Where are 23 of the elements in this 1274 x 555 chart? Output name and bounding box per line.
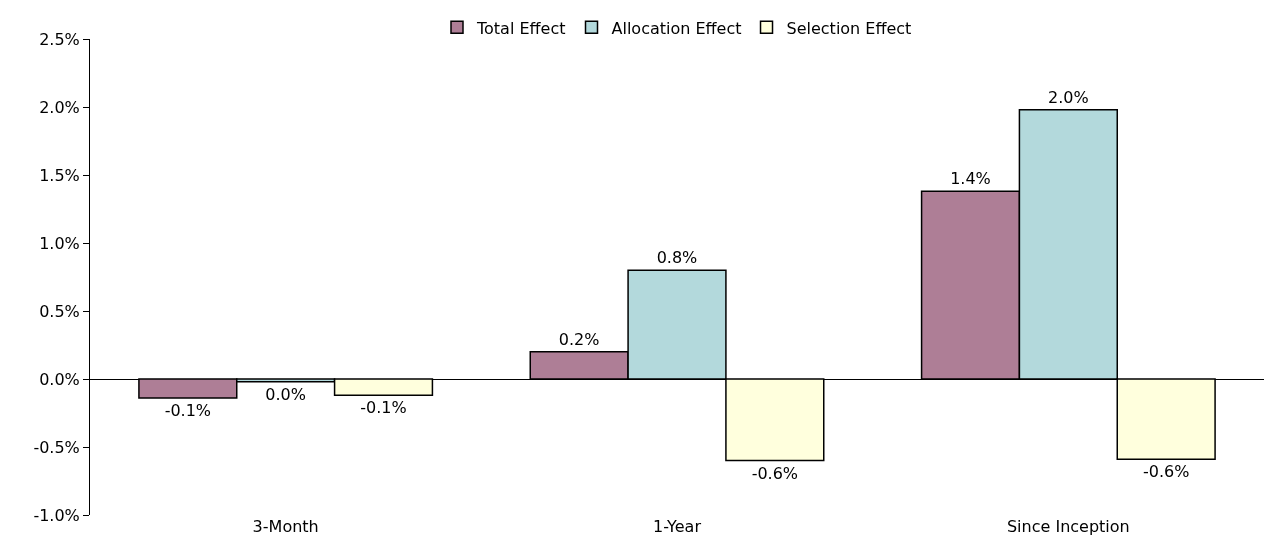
y-tick-label: 1.0% xyxy=(39,233,80,253)
data-label: -0.1% xyxy=(360,398,407,418)
data-label: -0.6% xyxy=(1142,462,1190,482)
y-tick-label: -1.0% xyxy=(33,505,80,525)
y-tick-label: 2.0% xyxy=(39,97,80,117)
data-label: 0.0% xyxy=(265,384,306,404)
data-label: 2.0% xyxy=(1048,87,1089,107)
data-label: 0.2% xyxy=(558,329,600,349)
legend-label: Selection Effect xyxy=(786,18,912,38)
y-tick-label: 2.5% xyxy=(39,29,80,49)
data-label: 1.4% xyxy=(950,169,991,189)
y-tick-label: 0.0% xyxy=(39,369,80,389)
y-tick-label: -0.5% xyxy=(33,437,80,457)
y-tick-label: 0.5% xyxy=(39,301,80,321)
legend-label: Allocation Effect xyxy=(611,18,742,38)
legend-label: Total Effect xyxy=(476,18,566,38)
x-tick-label: 3-Month xyxy=(252,517,319,536)
x-tick-label: Since Inception xyxy=(1006,517,1130,536)
x-tick-label: 1-Year xyxy=(653,517,702,536)
data-label: -0.6% xyxy=(751,463,799,483)
data-label: 0.8% xyxy=(656,248,698,268)
data-label: -0.1% xyxy=(164,401,212,421)
y-tick-label: 1.5% xyxy=(39,165,80,185)
